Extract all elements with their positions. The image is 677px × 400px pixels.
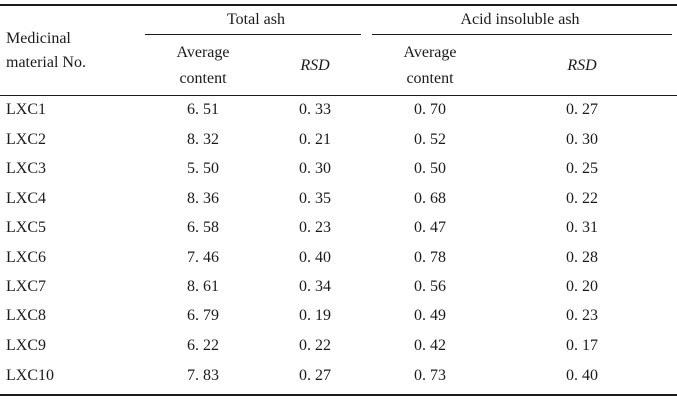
total-rsd-cell: 0. 27 bbox=[299, 367, 331, 384]
acid-rsd-cell: 0. 40 bbox=[566, 367, 598, 384]
total-rsd-cell: 0. 19 bbox=[299, 307, 331, 324]
acid-rsd-cell: 0. 27 bbox=[566, 101, 598, 118]
header-row-label-line2: material No. bbox=[6, 54, 86, 71]
bottom-rule bbox=[0, 394, 677, 396]
total-avg-cell: 6. 51 bbox=[187, 101, 219, 118]
row-id: LXC4 bbox=[6, 190, 46, 207]
header-row-label-line1: Medicinal bbox=[6, 30, 71, 47]
total-avg-cell: 8. 61 bbox=[187, 278, 219, 295]
acid-rsd-cell: 0. 28 bbox=[566, 249, 598, 266]
acid-avg-cell: 0. 73 bbox=[414, 367, 446, 384]
row-id: LXC9 bbox=[6, 337, 46, 354]
total-avg-cell: 6. 79 bbox=[187, 307, 219, 324]
header-acid-avg-line1: Average bbox=[403, 44, 457, 61]
total-ash-group-rule bbox=[145, 34, 361, 35]
total-avg-cell: 5. 50 bbox=[187, 160, 219, 177]
acid-avg-cell: 0. 47 bbox=[414, 219, 446, 236]
acid-rsd-cell: 0. 20 bbox=[566, 278, 598, 295]
row-id: LXC3 bbox=[6, 160, 46, 177]
total-rsd-cell: 0. 21 bbox=[299, 131, 331, 148]
acid-rsd-cell: 0. 25 bbox=[566, 160, 598, 177]
total-rsd-cell: 0. 30 bbox=[299, 160, 331, 177]
header-total-ash: Total ash bbox=[227, 11, 285, 28]
acid-avg-cell: 0. 50 bbox=[414, 160, 446, 177]
row-id: LXC10 bbox=[6, 367, 54, 384]
total-avg-cell: 6. 58 bbox=[187, 219, 219, 236]
total-rsd-cell: 0. 22 bbox=[299, 337, 331, 354]
acid-avg-cell: 0. 70 bbox=[414, 101, 446, 118]
header-total-avg-line2: content bbox=[179, 70, 227, 87]
header-acid-rsd: RSD bbox=[567, 57, 597, 74]
header-acid-ash: Acid insoluble ash bbox=[460, 11, 580, 28]
acid-rsd-cell: 0. 31 bbox=[566, 219, 598, 236]
total-rsd-cell: 0. 34 bbox=[299, 278, 331, 295]
acid-avg-cell: 0. 49 bbox=[414, 307, 446, 324]
header-total-avg-line1: Average bbox=[176, 44, 230, 61]
acid-rsd-cell: 0. 30 bbox=[566, 131, 598, 148]
acid-rsd-cell: 0. 23 bbox=[566, 307, 598, 324]
acid-avg-cell: 0. 78 bbox=[414, 249, 446, 266]
header-total-rsd: RSD bbox=[300, 57, 330, 74]
total-rsd-cell: 0. 33 bbox=[299, 101, 331, 118]
total-avg-cell: 6. 22 bbox=[187, 337, 219, 354]
row-id: LXC1 bbox=[6, 101, 46, 118]
total-avg-cell: 8. 32 bbox=[187, 131, 219, 148]
total-avg-cell: 7. 83 bbox=[187, 367, 219, 384]
total-avg-cell: 8. 36 bbox=[187, 190, 219, 207]
row-id: LXC2 bbox=[6, 131, 46, 148]
top-rule bbox=[0, 4, 677, 6]
header-bottom-rule bbox=[0, 95, 677, 96]
row-id: LXC8 bbox=[6, 307, 46, 324]
acid-avg-cell: 0. 68 bbox=[414, 190, 446, 207]
row-id: LXC6 bbox=[6, 249, 46, 266]
total-rsd-cell: 0. 40 bbox=[299, 249, 331, 266]
header-acid-avg-line2: content bbox=[406, 70, 454, 87]
total-rsd-cell: 0. 23 bbox=[299, 219, 331, 236]
acid-avg-cell: 0. 52 bbox=[414, 131, 446, 148]
row-id: LXC5 bbox=[6, 219, 46, 236]
total-avg-cell: 7. 46 bbox=[187, 249, 219, 266]
acid-rsd-cell: 0. 22 bbox=[566, 190, 598, 207]
row-id: LXC7 bbox=[6, 278, 46, 295]
acid-rsd-cell: 0. 17 bbox=[566, 337, 598, 354]
acid-avg-cell: 0. 42 bbox=[414, 337, 446, 354]
acid-avg-cell: 0. 56 bbox=[414, 278, 446, 295]
acid-ash-group-rule bbox=[372, 34, 672, 35]
total-rsd-cell: 0. 35 bbox=[299, 190, 331, 207]
